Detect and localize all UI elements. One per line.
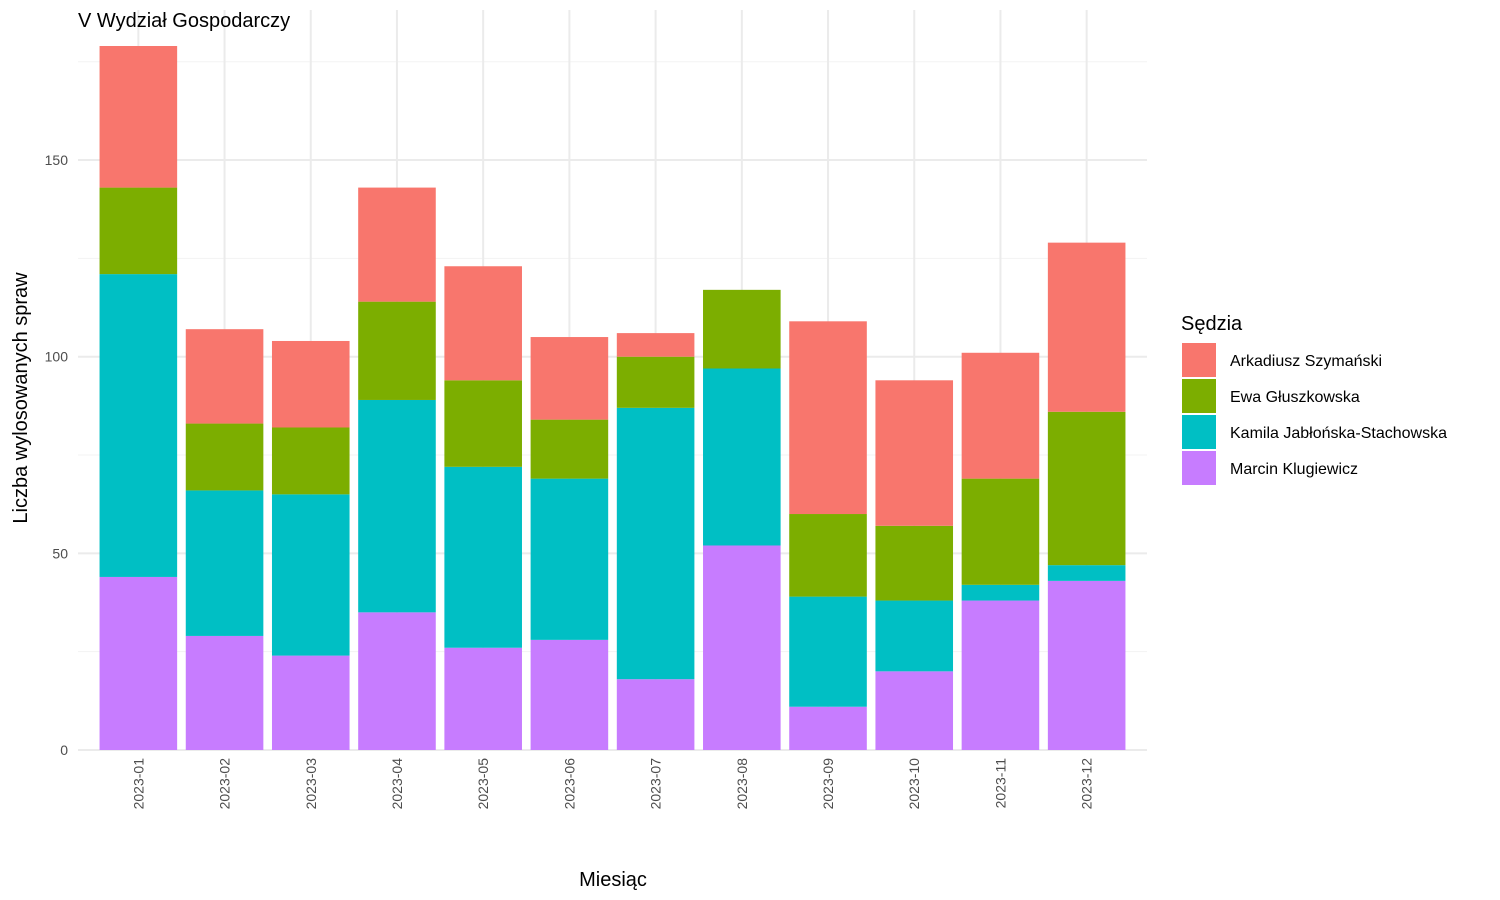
legend-title: Sędzia — [1181, 313, 1243, 335]
legend-label: Ewa Głuszkowska — [1230, 389, 1360, 406]
legend-swatch — [1182, 343, 1216, 377]
bar-segment — [530, 639, 609, 750]
legend-swatch — [1182, 379, 1216, 413]
y-tick-label: 100 — [45, 349, 69, 365]
bar-segment — [358, 399, 436, 613]
bar-segment — [530, 478, 609, 640]
bar-segment — [1047, 580, 1126, 750]
y-tick-label: 0 — [60, 742, 68, 758]
y-tick-label: 50 — [52, 545, 68, 561]
x-tick-label: 2023-05 — [475, 758, 491, 810]
legend-label: Arkadiusz Szymański — [1230, 353, 1382, 370]
legend-label: Marcin Klugiewicz — [1230, 461, 1358, 478]
bar-segment — [703, 368, 781, 546]
bar-segment — [703, 545, 781, 750]
bar-segment — [99, 576, 178, 750]
bar-segment — [530, 419, 609, 479]
x-tick-label: 2023-02 — [217, 758, 233, 810]
x-tick-label: 2023-08 — [734, 758, 750, 810]
x-tick-label: 2023-03 — [303, 758, 319, 810]
bar-segment — [875, 600, 954, 672]
bar-segment — [703, 289, 781, 369]
legend-swatch — [1182, 415, 1216, 449]
bar-segment — [271, 427, 350, 495]
x-tick-label: 2023-01 — [130, 758, 146, 810]
y-axis-title: Liczba wylosowanych spraw — [10, 272, 32, 524]
x-axis-ticks: 2023-01 2023-02 2023-03 2023-04 2023-05 2023-… — [130, 758, 1094, 810]
bar-segment — [789, 596, 867, 707]
y-axis-ticks: 0 50 100 150 — [45, 152, 69, 758]
legend-swatch — [1182, 451, 1216, 485]
bar-segment — [358, 612, 436, 750]
x-tick-label: 2023-04 — [389, 758, 405, 810]
bar-segment — [99, 187, 178, 275]
bar-segment — [185, 423, 264, 491]
x-tick-label: 2023-12 — [1079, 758, 1095, 810]
bar-segment — [271, 494, 350, 656]
bar-segment — [616, 356, 695, 408]
bar-segment — [961, 352, 1040, 479]
bar-segment — [444, 466, 522, 648]
bar-segment — [185, 490, 264, 636]
bar-segment — [875, 380, 954, 526]
bar-segment — [271, 340, 350, 428]
y-tick-label: 150 — [45, 152, 69, 168]
legend-label: Kamila Jabłońska-Stachowska — [1230, 425, 1447, 442]
bar-segment — [444, 380, 522, 467]
bars — [99, 46, 1126, 750]
bar-segment — [358, 301, 436, 400]
bar-segment — [99, 274, 178, 577]
bar-segment — [99, 46, 178, 188]
bar-segment — [1047, 242, 1126, 412]
x-axis-title: Miesiąc — [579, 869, 647, 891]
bar-segment — [961, 478, 1040, 585]
bar-segment — [271, 655, 350, 750]
bar-segment — [616, 679, 695, 750]
bar-segment — [789, 514, 867, 597]
bar-segment — [444, 647, 522, 750]
bar-segment — [185, 329, 264, 424]
bar-segment — [961, 600, 1040, 750]
x-tick-label: 2023-10 — [906, 758, 922, 810]
x-tick-label: 2023-07 — [648, 758, 664, 810]
x-tick-label: 2023-11 — [992, 758, 1008, 809]
bar-segment — [789, 321, 867, 515]
x-tick-label: 2023-06 — [561, 758, 577, 810]
bar-segment — [616, 407, 695, 680]
bar-segment — [616, 333, 695, 357]
x-tick-label: 2023-09 — [820, 758, 836, 810]
bar-segment — [185, 635, 264, 750]
bar-segment — [875, 671, 954, 750]
bar-segment — [1047, 565, 1126, 581]
bar-segment — [961, 584, 1040, 601]
chart-title: V Wydział Gospodarczy — [78, 10, 290, 32]
bar-segment — [530, 337, 609, 420]
bar-segment — [875, 525, 954, 601]
legend: Sędzia Arkadiusz Szymański Ewa Głuszkowsk… — [1181, 313, 1447, 485]
bar-segment — [358, 187, 436, 302]
bar-segment — [789, 706, 867, 750]
bar-segment — [1047, 411, 1126, 566]
bar-segment — [444, 266, 522, 381]
